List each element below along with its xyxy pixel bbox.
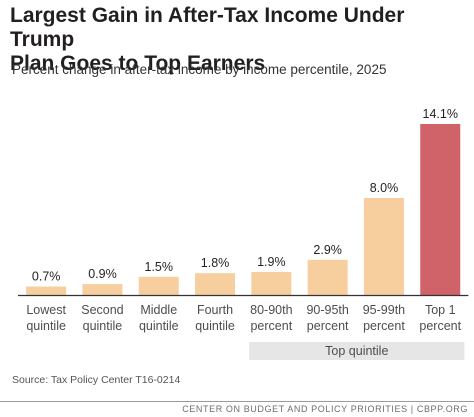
bar-4 — [195, 273, 236, 295]
top-quintile-bracket — [249, 342, 465, 360]
data-label-7: 8.0% — [370, 181, 399, 195]
chart-title-line-2: Plan Goes to Top Earners — [10, 52, 266, 75]
category-label-2-line-1: Second — [81, 303, 123, 317]
bar-5 — [251, 271, 292, 295]
category-label-7-line-2: percent — [363, 319, 405, 333]
data-label-4: 1.8% — [201, 256, 230, 270]
category-label-5-line-1: 80-90th — [250, 303, 292, 317]
chart-title-line-1: Largest Gain in After-Tax Income Under T… — [10, 4, 405, 51]
category-label-7-line-1: 95-99th — [363, 303, 405, 317]
data-label-6: 2.9% — [313, 243, 342, 257]
category-label-6-line-2: percent — [307, 319, 349, 333]
bar-1 — [26, 286, 67, 295]
category-label-8-line-2: percent — [419, 319, 461, 333]
category-label-5-line-2: percent — [250, 319, 292, 333]
bar-7 — [363, 197, 404, 295]
footer-credit: CENTER ON BUDGET AND POLICY PRIORITIES |… — [182, 404, 468, 414]
bar-3 — [138, 276, 179, 295]
source-note: Source: Tax Policy Center T16-0214 — [12, 374, 181, 386]
category-label-8-line-1: Top 1 — [425, 303, 456, 317]
category-label-1-line-2: quintile — [26, 319, 66, 333]
data-label-3: 1.5% — [145, 260, 174, 274]
data-label-2: 0.9% — [88, 267, 117, 281]
data-label-5: 1.9% — [257, 255, 286, 269]
category-label-4-line-1: Fourth — [197, 303, 233, 317]
chart-title: Largest Gain in After-Tax Income Under T… — [10, 4, 470, 76]
category-label-3-line-1: Middle — [140, 303, 177, 317]
category-label-1-line-1: Lowest — [26, 303, 66, 317]
data-label-1: 0.7% — [32, 270, 61, 284]
category-label-4-line-2: quintile — [195, 319, 235, 333]
data-label-8: 14.1% — [423, 107, 458, 121]
category-label-2-line-2: quintile — [83, 319, 123, 333]
category-label-6-line-1: 90-95th — [306, 303, 348, 317]
chart-subtitle: Percent change in after-tax income by in… — [12, 62, 387, 77]
footer-divider — [0, 401, 474, 402]
bar-2 — [82, 284, 123, 295]
category-label-3-line-2: quintile — [139, 319, 179, 333]
bar-6 — [307, 259, 348, 295]
top-quintile-label: Top quintile — [325, 344, 388, 358]
bar-8 — [420, 124, 461, 295]
